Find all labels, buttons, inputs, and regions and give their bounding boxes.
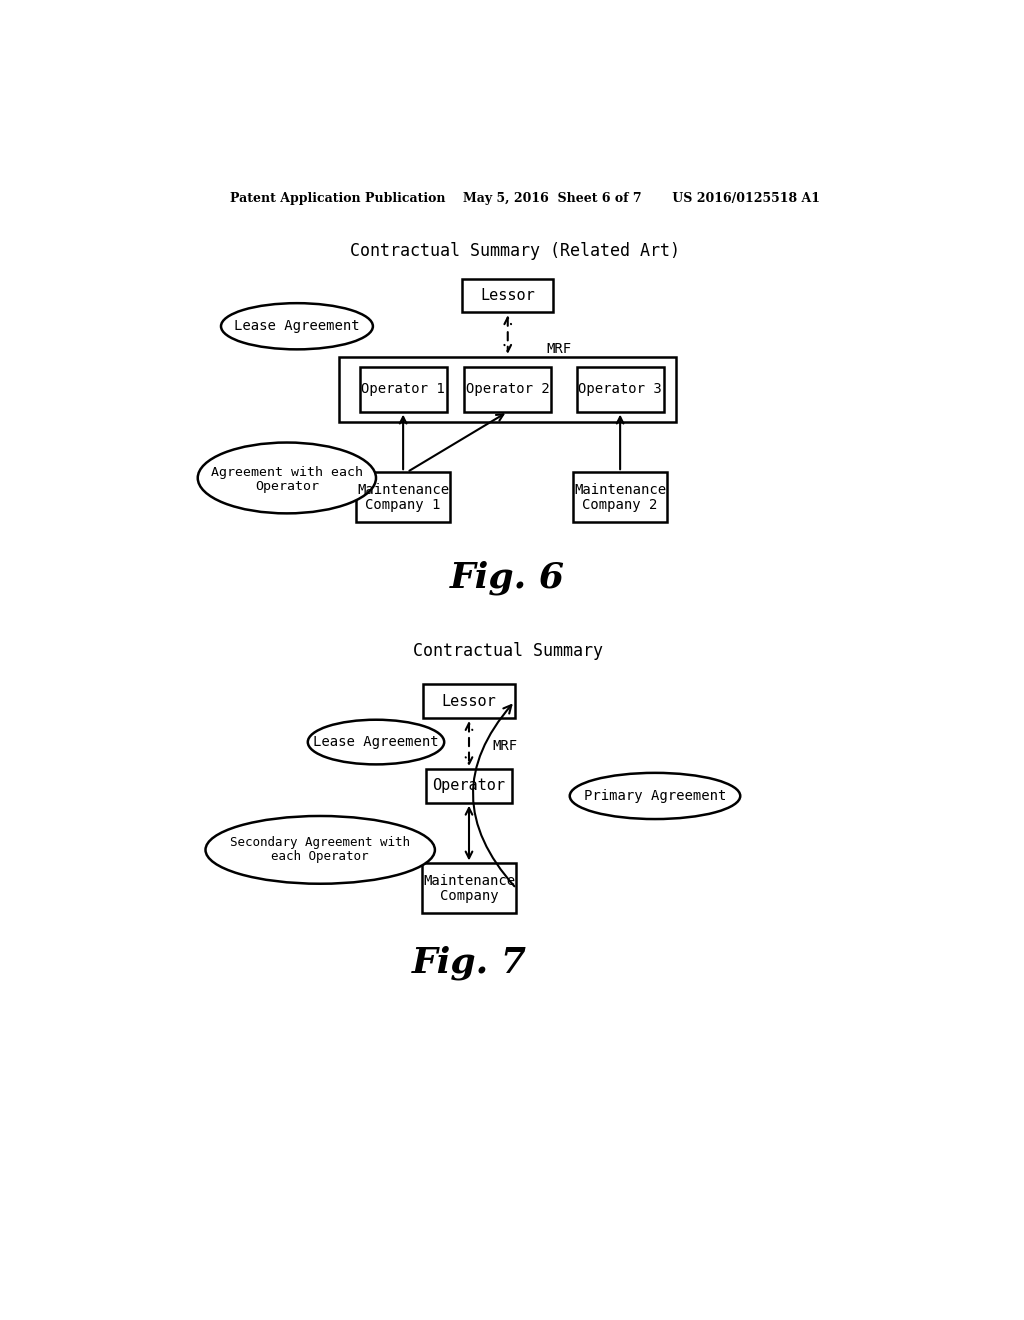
Text: Company 1: Company 1 <box>366 498 440 512</box>
Text: Maintenance: Maintenance <box>423 874 515 887</box>
Ellipse shape <box>569 774 740 818</box>
Text: Contractual Summary: Contractual Summary <box>413 643 603 660</box>
Bar <box>464 367 551 412</box>
FancyArrowPatch shape <box>473 705 514 886</box>
Text: Primary Agreement: Primary Agreement <box>584 789 726 803</box>
Text: Patent Application Publication    May 5, 2016  Sheet 6 of 7       US 2016/012551: Patent Application Publication May 5, 20… <box>229 191 820 205</box>
Text: Maintenance: Maintenance <box>357 483 450 496</box>
Bar <box>359 367 446 412</box>
Text: Maintenance: Maintenance <box>574 483 667 496</box>
Bar <box>422 863 516 913</box>
Ellipse shape <box>198 442 376 513</box>
Bar <box>577 367 664 412</box>
Text: Operator 2: Operator 2 <box>466 383 550 396</box>
Text: Contractual Summary (Related Art): Contractual Summary (Related Art) <box>350 242 681 260</box>
Ellipse shape <box>206 816 435 884</box>
Bar <box>572 473 668 523</box>
Text: MRF: MRF <box>493 739 517 752</box>
Text: MRF: MRF <box>547 342 571 356</box>
Ellipse shape <box>308 719 444 764</box>
Text: Fig. 6: Fig. 6 <box>451 561 565 595</box>
Text: Operator: Operator <box>255 480 318 492</box>
Text: Operator: Operator <box>432 779 506 793</box>
Text: Company 2: Company 2 <box>583 498 657 512</box>
Text: Lessor: Lessor <box>480 288 536 304</box>
Text: Lease Agreement: Lease Agreement <box>234 319 359 333</box>
Ellipse shape <box>221 304 373 350</box>
Bar <box>356 473 451 523</box>
Text: each Operator: each Operator <box>271 850 369 862</box>
Bar <box>426 770 512 803</box>
Bar <box>423 684 515 718</box>
Bar <box>339 356 676 422</box>
Text: Fig. 7: Fig. 7 <box>412 946 526 981</box>
Text: Operator 1: Operator 1 <box>361 383 445 396</box>
Bar <box>462 279 554 313</box>
Text: Lease Agreement: Lease Agreement <box>313 735 439 748</box>
Text: Agreement with each: Agreement with each <box>211 466 362 479</box>
Text: Lessor: Lessor <box>441 694 497 709</box>
Text: Operator 3: Operator 3 <box>579 383 662 396</box>
Text: Secondary Agreement with: Secondary Agreement with <box>230 836 411 849</box>
Text: Company: Company <box>439 890 499 903</box>
